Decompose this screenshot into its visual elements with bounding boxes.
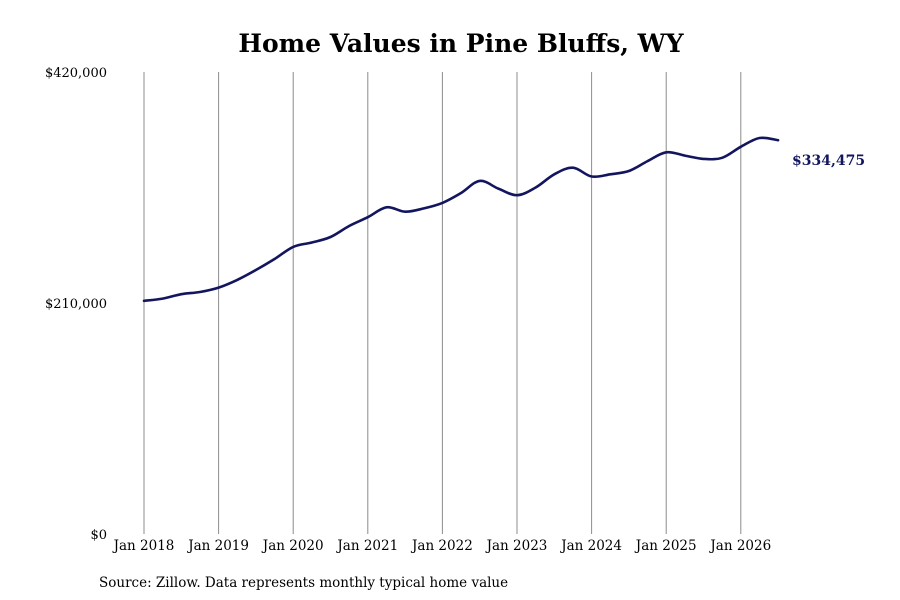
x-tick-label: Jan 2023	[485, 538, 548, 554]
y-axis-labels: $0 $210,000 $420,000	[45, 66, 107, 543]
x-tick-label: Jan 2021	[335, 538, 398, 554]
y-tick-label: $210,000	[45, 297, 107, 312]
series-line-0	[142, 136, 780, 303]
x-tick-label: Jan 2019	[186, 538, 249, 554]
x-tick-label: Jan 2020	[261, 538, 324, 554]
x-axis-labels: Jan 2018 Jan 2019 Jan 2020 Jan 2021 Jan 2022…	[112, 538, 772, 554]
x-tick-label: Jan 2022	[410, 538, 473, 554]
grid-lines	[143, 72, 742, 534]
series-layer	[142, 136, 780, 303]
x-tick-label: Jan 2026	[708, 538, 771, 554]
chart-title: Home Values in Pine Bluffs, WY	[238, 29, 684, 58]
x-tick-label: Jan 2018	[112, 538, 175, 554]
y-tick-label: $420,000	[45, 66, 107, 81]
latest-value-label: $334,475	[792, 153, 865, 169]
x-tick-label: Jan 2024	[559, 538, 622, 554]
x-tick-label: Jan 2025	[634, 538, 697, 554]
source-note: Source: Zillow. Data represents monthly …	[99, 575, 508, 591]
y-tick-label: $0	[90, 528, 107, 543]
